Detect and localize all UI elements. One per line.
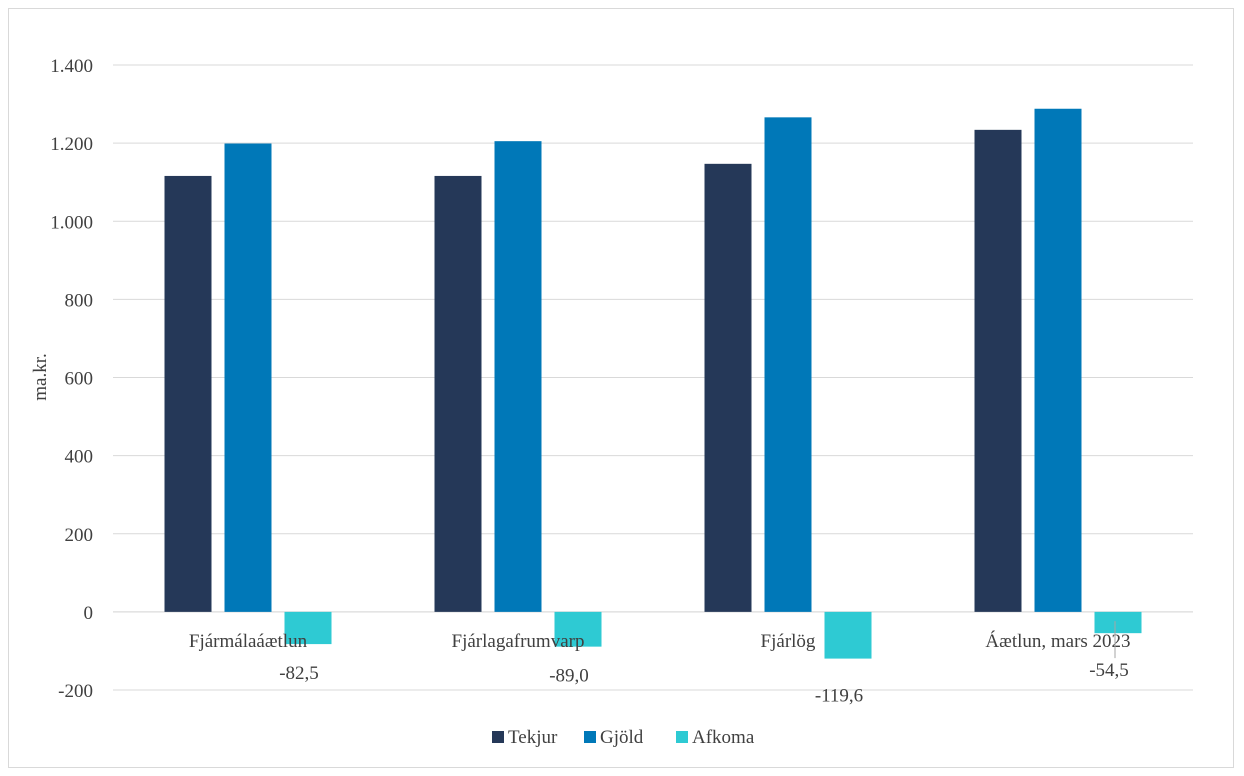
legend-swatch bbox=[584, 731, 596, 743]
data-label: -54,5 bbox=[1089, 660, 1129, 681]
data-label: -89,0 bbox=[549, 666, 589, 687]
bar-tekjur bbox=[704, 163, 752, 612]
y-tick-label: 400 bbox=[65, 447, 94, 468]
legend-swatch bbox=[492, 731, 504, 743]
legend-swatch bbox=[676, 731, 688, 743]
data-labels: -82,5 -89,0 -119,6 -54,5 bbox=[279, 621, 1129, 707]
legend-entry: Gjöld bbox=[600, 727, 644, 748]
y-tick-label: 600 bbox=[65, 369, 94, 390]
bar-afkoma bbox=[824, 611, 872, 659]
bar-gjöld bbox=[1034, 108, 1082, 612]
y-tick-label: 1.200 bbox=[50, 134, 93, 155]
bar-afkoma bbox=[284, 611, 332, 645]
y-tick-label: 1.400 bbox=[50, 56, 93, 77]
category-label: Fjármálaáætlun bbox=[189, 631, 308, 652]
legend-entry: Tekjur bbox=[508, 727, 558, 748]
bars bbox=[164, 108, 1142, 659]
legend: Tekjur Gjöld Afkoma bbox=[492, 727, 755, 748]
bar-tekjur bbox=[434, 175, 482, 612]
y-tick-labels: -200 0 200 400 600 800 1.000 1.200 1.400 bbox=[50, 56, 93, 702]
y-tick-label: 200 bbox=[65, 525, 94, 546]
data-label: -119,6 bbox=[815, 686, 863, 707]
category-label: Fjárlagafrumvarp bbox=[452, 631, 585, 652]
data-label: -82,5 bbox=[279, 663, 319, 684]
category-label: Áætlun, mars 2023 bbox=[985, 630, 1130, 652]
bar-tekjur bbox=[974, 129, 1022, 612]
gridlines bbox=[113, 64, 1193, 691]
category-labels: Fjármálaáætlun Fjárlagafrumvarp Fjárlög Áæt… bbox=[189, 630, 1131, 652]
legend-entry: Afkoma bbox=[692, 727, 755, 748]
chart-frame bbox=[8, 8, 1234, 768]
category-label: Fjárlög bbox=[761, 631, 816, 652]
bar-gjöld bbox=[764, 117, 812, 612]
y-tick-label: 800 bbox=[65, 290, 94, 311]
y-axis-label: ma.kr. bbox=[30, 353, 51, 401]
y-tick-label: 0 bbox=[84, 603, 94, 624]
bar-afkoma bbox=[554, 611, 602, 647]
bar-tekjur bbox=[164, 175, 212, 612]
bar-gjöld bbox=[224, 143, 272, 612]
bar-afkoma bbox=[1094, 611, 1142, 634]
y-tick-label: -200 bbox=[58, 681, 93, 702]
y-tick-label: 1.000 bbox=[50, 212, 93, 233]
bar-gjöld bbox=[494, 141, 542, 612]
